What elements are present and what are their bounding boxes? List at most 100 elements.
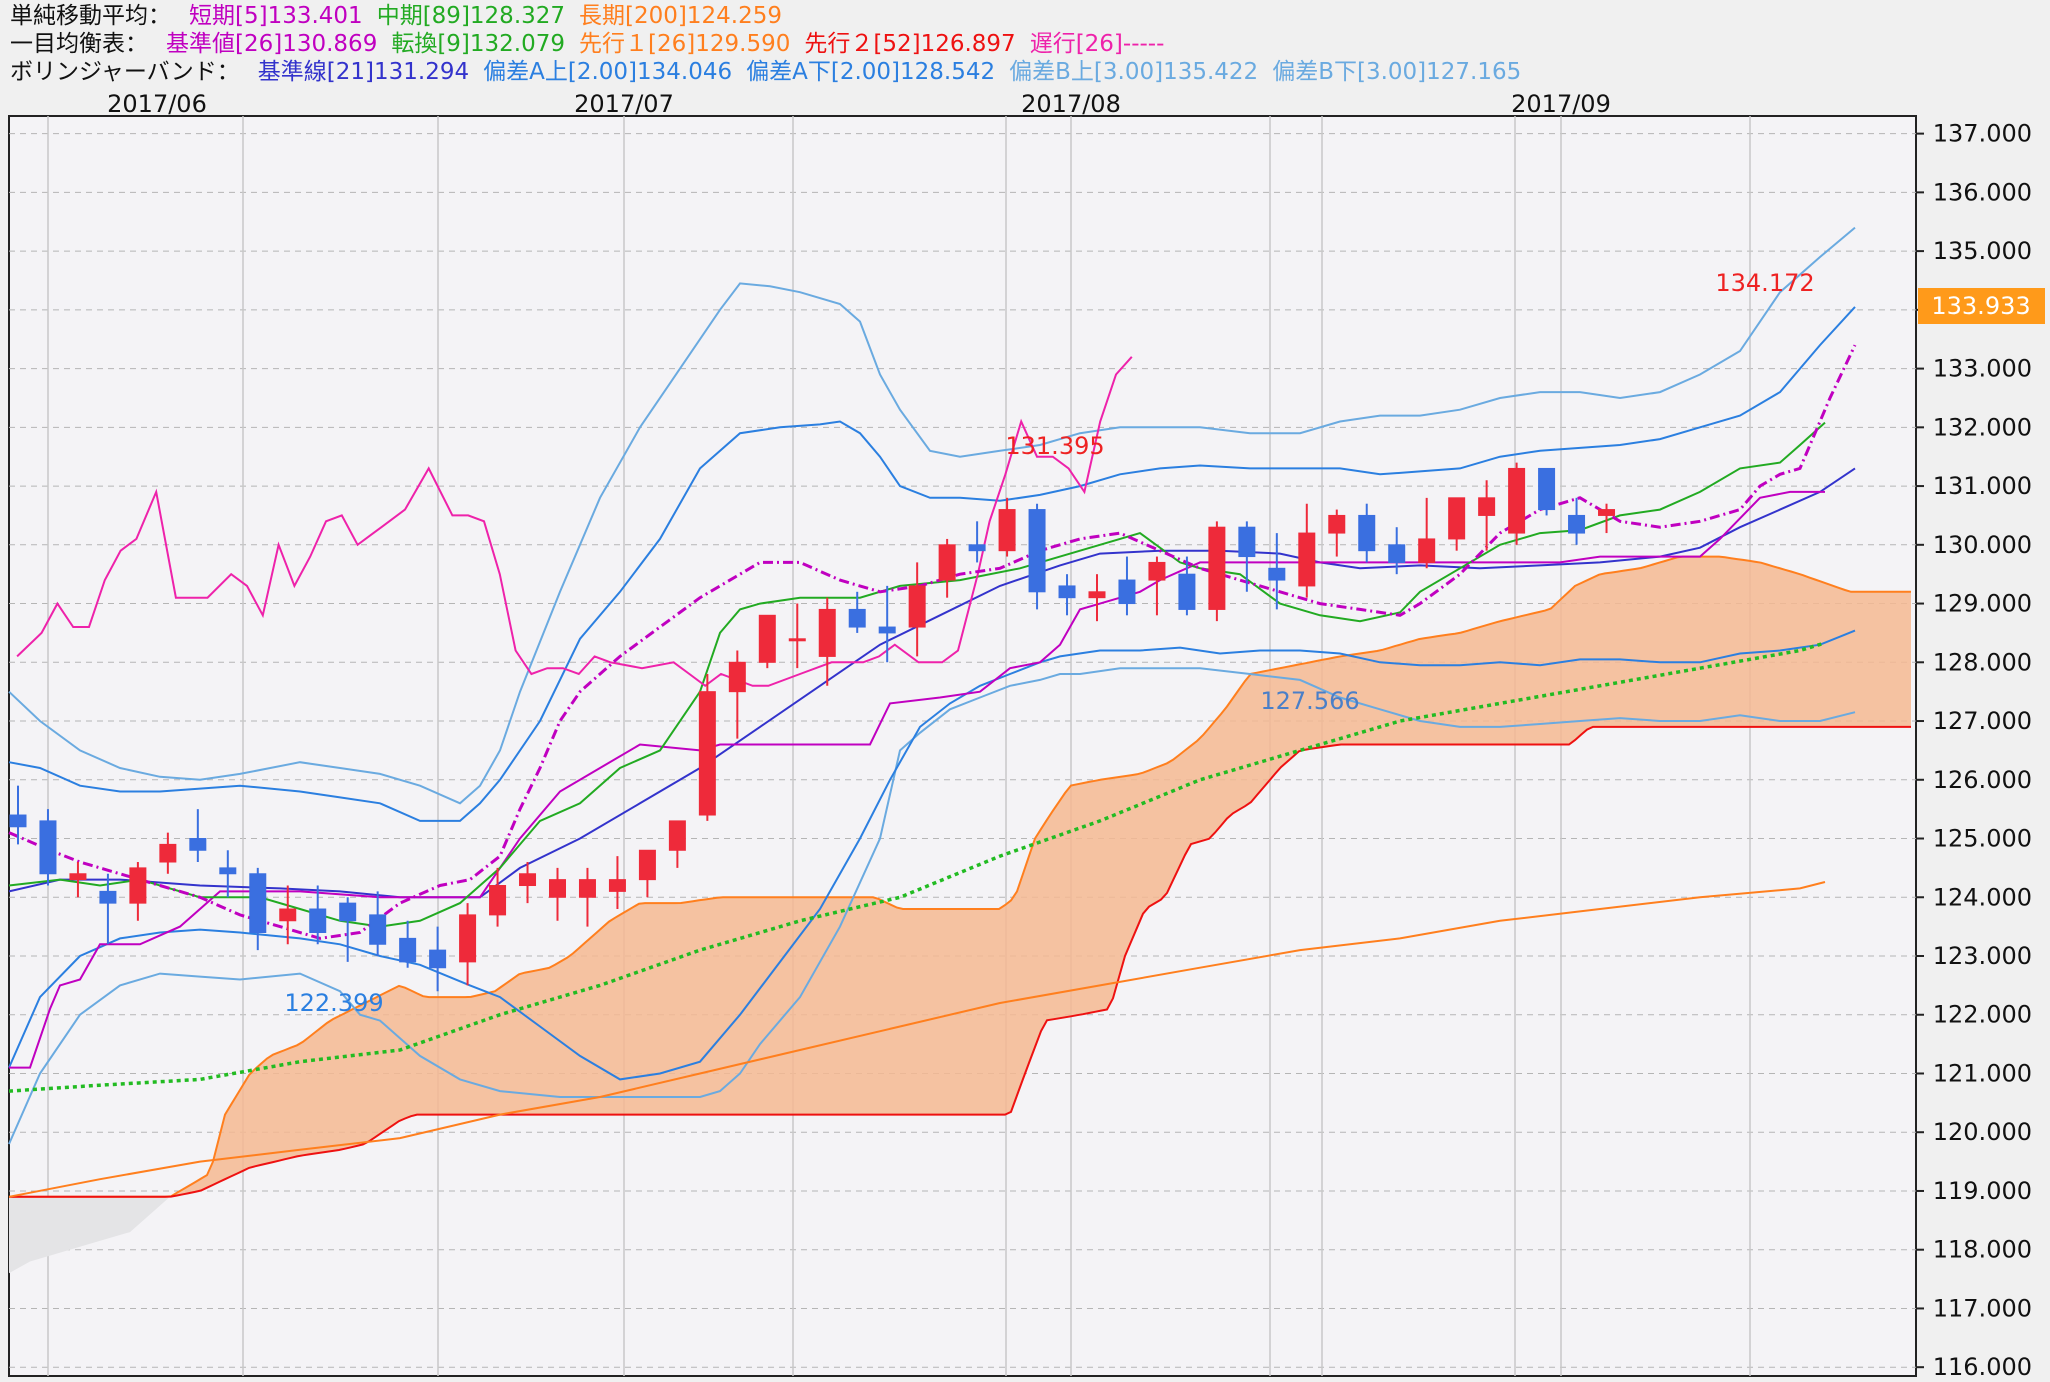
candle-body xyxy=(99,890,117,904)
candle xyxy=(1448,497,1466,551)
low-annotation: 122.399 xyxy=(284,989,383,1017)
candle xyxy=(39,809,57,886)
candle xyxy=(219,850,237,898)
candle-body xyxy=(189,838,207,851)
candle xyxy=(489,867,507,927)
candle-body xyxy=(369,914,387,945)
indicator-lines xyxy=(8,226,1857,1198)
candle xyxy=(189,809,207,863)
y-tick-label: 132.000 xyxy=(1933,413,2032,441)
candle-body xyxy=(1268,567,1286,581)
kumo-fill-negative xyxy=(9,1196,170,1274)
candle-body xyxy=(788,638,806,642)
candle-body xyxy=(968,544,986,552)
candle-body xyxy=(938,544,956,581)
sma-long-value: 長期[200]124.259 xyxy=(579,3,782,29)
candle-body xyxy=(69,873,87,881)
y-tick-label: 116.000 xyxy=(1933,1353,2032,1381)
candle xyxy=(1238,521,1256,592)
candle-body xyxy=(459,914,477,963)
candle xyxy=(9,785,27,845)
candle xyxy=(69,862,87,898)
candle xyxy=(698,674,716,821)
candle-body xyxy=(309,908,327,934)
candle xyxy=(848,591,866,633)
y-tick-label: 118.000 xyxy=(1933,1236,2032,1264)
candle-body xyxy=(399,937,417,963)
candle-body xyxy=(9,814,27,828)
y-tick-label: 121.000 xyxy=(1933,1059,2032,1087)
price-annotations: 134.172 131.395 127.566 122.399 xyxy=(284,269,1814,1017)
candle-body xyxy=(848,608,866,628)
candle-body xyxy=(1418,538,1436,563)
candle xyxy=(129,862,147,921)
candle xyxy=(99,873,117,945)
ichimoku-tenkan-value: 転換[9]132.079 xyxy=(391,31,566,57)
candle xyxy=(728,650,746,739)
bollinger-a-lower-value: 偏差A下[2.00]128.542 xyxy=(746,59,996,85)
y-tick-label: 119.000 xyxy=(1933,1177,2032,1205)
candle xyxy=(1118,556,1136,616)
y-tick-label: 117.000 xyxy=(1933,1294,2032,1322)
candle-body xyxy=(608,879,626,892)
sma-short-value: 短期[5]133.401 xyxy=(189,3,363,29)
bollinger-mid-value: 基準線[21]131.294 xyxy=(257,59,470,85)
bollinger-b-lower-line xyxy=(8,667,1856,1145)
candle-body xyxy=(1358,514,1376,552)
candle-body xyxy=(489,885,507,916)
y-tick-label: 126.000 xyxy=(1933,766,2032,794)
candle xyxy=(548,867,566,921)
month-label: 2017/09 xyxy=(1511,90,1611,118)
candle-body xyxy=(728,661,746,693)
candle xyxy=(1208,521,1226,622)
low-annotation: 127.566 xyxy=(1260,687,1359,715)
ichimoku-kijun-value: 基準値[26]130.869 xyxy=(166,31,378,57)
ichimoku-legend-label: 一目均衡表： xyxy=(10,31,148,57)
candle xyxy=(1508,462,1526,545)
ichimoku-chikou-value: 遅行[26]----- xyxy=(1029,31,1165,57)
candle xyxy=(519,862,537,904)
candle xyxy=(459,903,477,986)
sma-legend-label: 単純移動平均： xyxy=(10,3,171,29)
bollinger-a-lower-line xyxy=(8,629,1856,1081)
y-tick-label: 123.000 xyxy=(1933,942,2032,970)
candle xyxy=(159,832,177,874)
indicator-legend: 単純移動平均： 短期[5]133.401 中期[89]128.327 長期[200]1… xyxy=(0,0,2050,86)
candle-body xyxy=(908,585,926,628)
candle-body xyxy=(818,608,836,657)
y-tick-label: 127.000 xyxy=(1933,707,2032,735)
candle-body xyxy=(1388,544,1406,563)
senkou1-line xyxy=(9,555,1911,1198)
candle xyxy=(1178,556,1196,616)
candle xyxy=(1478,480,1496,551)
candle xyxy=(429,926,447,992)
candle xyxy=(1028,503,1046,610)
candle xyxy=(878,585,896,663)
candle xyxy=(339,897,357,962)
candle-body xyxy=(548,879,566,898)
plot-area xyxy=(8,115,1917,1377)
bollinger-a-upper-value: 偏差A上[2.00]134.046 xyxy=(483,59,733,85)
candle-body xyxy=(219,867,237,875)
candle-body xyxy=(39,820,57,875)
month-labels: 2017/06 2017/07 2017/08 2017/09 xyxy=(107,90,1611,118)
candle xyxy=(968,521,986,563)
chikou-line xyxy=(16,356,1133,688)
candle-body xyxy=(1568,514,1586,534)
candle xyxy=(1598,503,1616,534)
candle xyxy=(1388,527,1406,575)
candle xyxy=(399,920,417,968)
candle-body xyxy=(159,843,177,863)
y-tick-label: 125.000 xyxy=(1933,825,2032,853)
candle xyxy=(1418,497,1436,569)
sma-mid-value: 中期[89]128.327 xyxy=(376,3,566,29)
candle xyxy=(1148,556,1166,616)
candle xyxy=(1538,467,1556,516)
candle xyxy=(1088,574,1106,622)
bollinger-b-upper-line xyxy=(8,226,1856,805)
candle xyxy=(309,885,327,945)
candle xyxy=(249,867,267,951)
candle xyxy=(369,891,387,956)
candle-body xyxy=(1508,467,1526,534)
y-tick-label: 133.000 xyxy=(1933,355,2032,383)
